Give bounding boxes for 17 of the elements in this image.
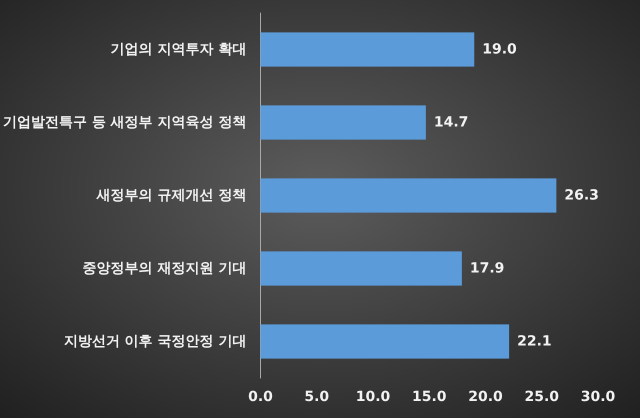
x-tick-label: 5.0 [304,389,330,405]
data-label: 14.7 [434,114,468,130]
y-tick-label: 기업의 지역투자 확대 [110,42,246,58]
y-tick-label: 지방선거 이후 국정안정 기대 [64,334,246,350]
data-label: 22.1 [517,334,552,350]
data-label: 17.9 [470,260,504,276]
x-tick-label: 10.0 [356,389,391,405]
x-tick-label: 20.0 [468,389,504,405]
x-tick-label: 15.0 [412,389,447,405]
y-tick-label: 중앙정부의 재정지원 기대 [82,260,246,276]
x-tick-label: 0.0 [248,389,274,405]
y-tick-label: 기업발전특구 등 새정부 지역육성 정책 [2,114,246,130]
data-label: 26.3 [564,188,599,204]
data-label: 19.0 [482,42,518,58]
x-tick-label: 25.0 [524,389,560,405]
x-tick-label: 30.0 [580,389,616,405]
y-tick-label: 새정부의 규제개선 정책 [96,188,246,204]
